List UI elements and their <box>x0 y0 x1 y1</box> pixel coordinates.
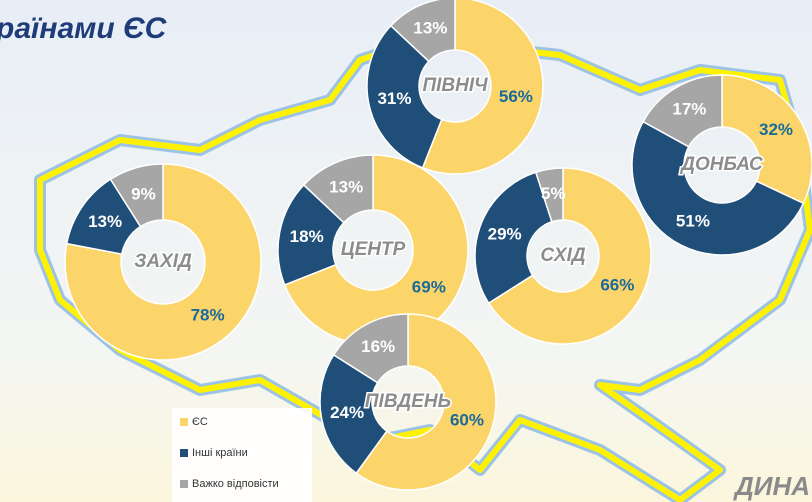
region-name: ЦЕНТР <box>341 239 406 260</box>
donut-segment <box>283 154 469 346</box>
donut-segment <box>631 120 805 256</box>
data-label: 51% <box>676 212 710 231</box>
data-label: 31% <box>377 89 411 108</box>
donut-segment <box>366 24 443 169</box>
data-label: 56% <box>499 87 533 106</box>
map-outline <box>37 37 812 502</box>
legend-label: Важко відповісти <box>192 478 279 490</box>
region-name: ПІВДЕНЬ <box>365 391 451 412</box>
donut-segment <box>109 163 164 228</box>
data-label: 18% <box>290 227 324 246</box>
donut-chart: 32% 51% 17% ДОНБАС <box>631 74 812 256</box>
donut-segment <box>277 183 345 286</box>
header-title: раїнами ЄС <box>0 12 168 45</box>
legend-label: ЄС <box>192 416 208 428</box>
donut-segment <box>319 353 388 475</box>
donut-segment <box>389 0 456 63</box>
region-name: ДОНБАС <box>679 154 763 175</box>
region-name: СХІД <box>540 245 585 266</box>
data-label: 9% <box>131 184 156 203</box>
legend: ЄС Інші країни Важко відповісти <box>172 408 312 502</box>
legend-swatch <box>180 480 188 488</box>
donut-segment <box>721 74 812 205</box>
data-label: 16% <box>361 337 395 356</box>
data-label: 13% <box>329 178 363 197</box>
legend-box <box>172 408 312 502</box>
region-name: ПІВНІЧ <box>422 75 488 96</box>
donut-chart: 60% 24% 16% ПІВДЕНЬ <box>319 313 497 491</box>
data-label: 69% <box>412 277 446 296</box>
data-label: 17% <box>672 99 706 118</box>
donut-chart: 69% 18% 13% ЦЕНТР <box>277 154 469 346</box>
donut-segment <box>487 167 652 345</box>
donut-segment <box>302 154 374 224</box>
data-label: 32% <box>759 120 793 139</box>
donut-segment <box>355 313 497 491</box>
data-label: 60% <box>450 411 484 430</box>
legend-swatch <box>180 418 188 426</box>
donut-segment <box>64 163 262 361</box>
legend-swatch <box>180 449 188 457</box>
donut-chart: 56% 31% 13% ПІВНІЧ <box>366 0 544 175</box>
region-name: ЗАХІД <box>134 251 192 272</box>
donut-segment <box>642 74 723 148</box>
footer-text: ДИНА <box>733 471 810 501</box>
donut-chart: 66% 29% 5% СХІД <box>474 167 652 345</box>
data-label: 5% <box>541 184 566 203</box>
data-label: 78% <box>191 305 225 324</box>
data-label: 13% <box>413 19 447 38</box>
data-label: 13% <box>88 212 122 231</box>
donut-charts: 56% 31% 13% ПІВНІЧ 78% 13% 9% ЗАХІД 69% 18% 13% ЦЕН… <box>64 0 812 491</box>
data-label: 24% <box>330 403 364 422</box>
donut-segment <box>534 167 564 223</box>
donut-segment <box>332 313 409 384</box>
donut-segment <box>421 0 544 175</box>
legend-label: Інші країни <box>192 447 248 459</box>
data-label: 29% <box>488 224 522 243</box>
data-label: 66% <box>600 275 634 294</box>
donut-segment <box>474 171 553 305</box>
donut-chart: 78% 13% 9% ЗАХІД <box>64 163 262 361</box>
